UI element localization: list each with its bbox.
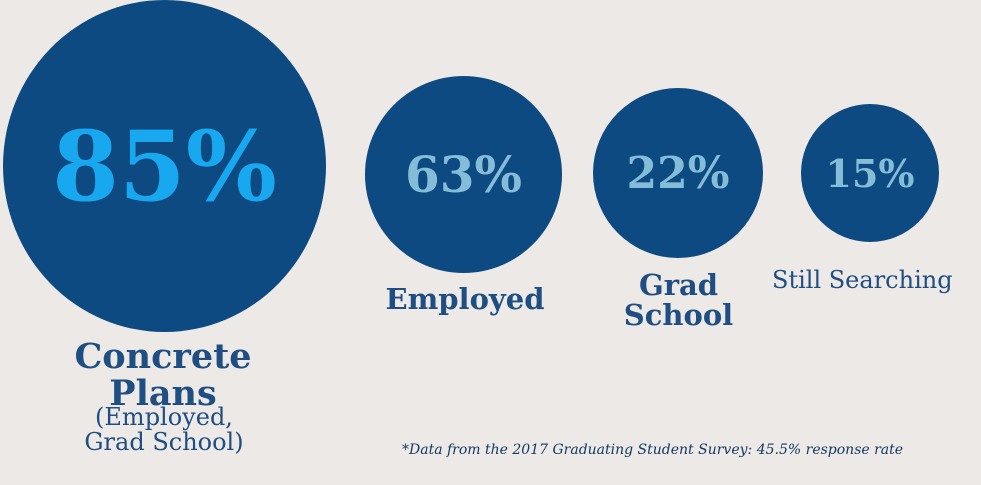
still-searching-label: Still Searching [772, 266, 981, 294]
survey-footnote: *Data from the 2017 Graduating Student S… [402, 442, 904, 458]
employed-label-line-1: Employed [385, 282, 545, 316]
still-searching-percent: 15% [825, 150, 915, 196]
grad-school-percent: 22% [626, 147, 730, 199]
concrete-plans-percent: 85% [52, 109, 277, 223]
concrete-plans-label: Concrete Plans [58, 336, 268, 414]
concrete-plans-sublabel-line-1: (Employed, [95, 403, 233, 431]
concrete-plans-sublabel-line-2: Grad School) [84, 428, 244, 457]
grad-school-label-line-2: School [623, 298, 734, 333]
employed-label: Employed [380, 284, 550, 314]
concrete-plans-label-line-1: Concrete [74, 336, 252, 377]
employed-bubble: 63% [365, 76, 562, 273]
still-searching-label-line-1: Still Searching [772, 266, 953, 294]
grad-school-label-line-1: Grad [638, 268, 719, 302]
concrete-plans-bubble: 85% [3, 0, 326, 332]
still-searching-bubble: 15% [801, 104, 939, 242]
employed-percent: 63% [404, 145, 523, 204]
concrete-plans-sublabel: (Employed, Grad School) [54, 403, 274, 457]
grad-school-label: Grad School [606, 270, 751, 331]
grad-school-bubble: 22% [593, 88, 763, 258]
concrete-plans-label-line-2: Plans [109, 372, 217, 414]
